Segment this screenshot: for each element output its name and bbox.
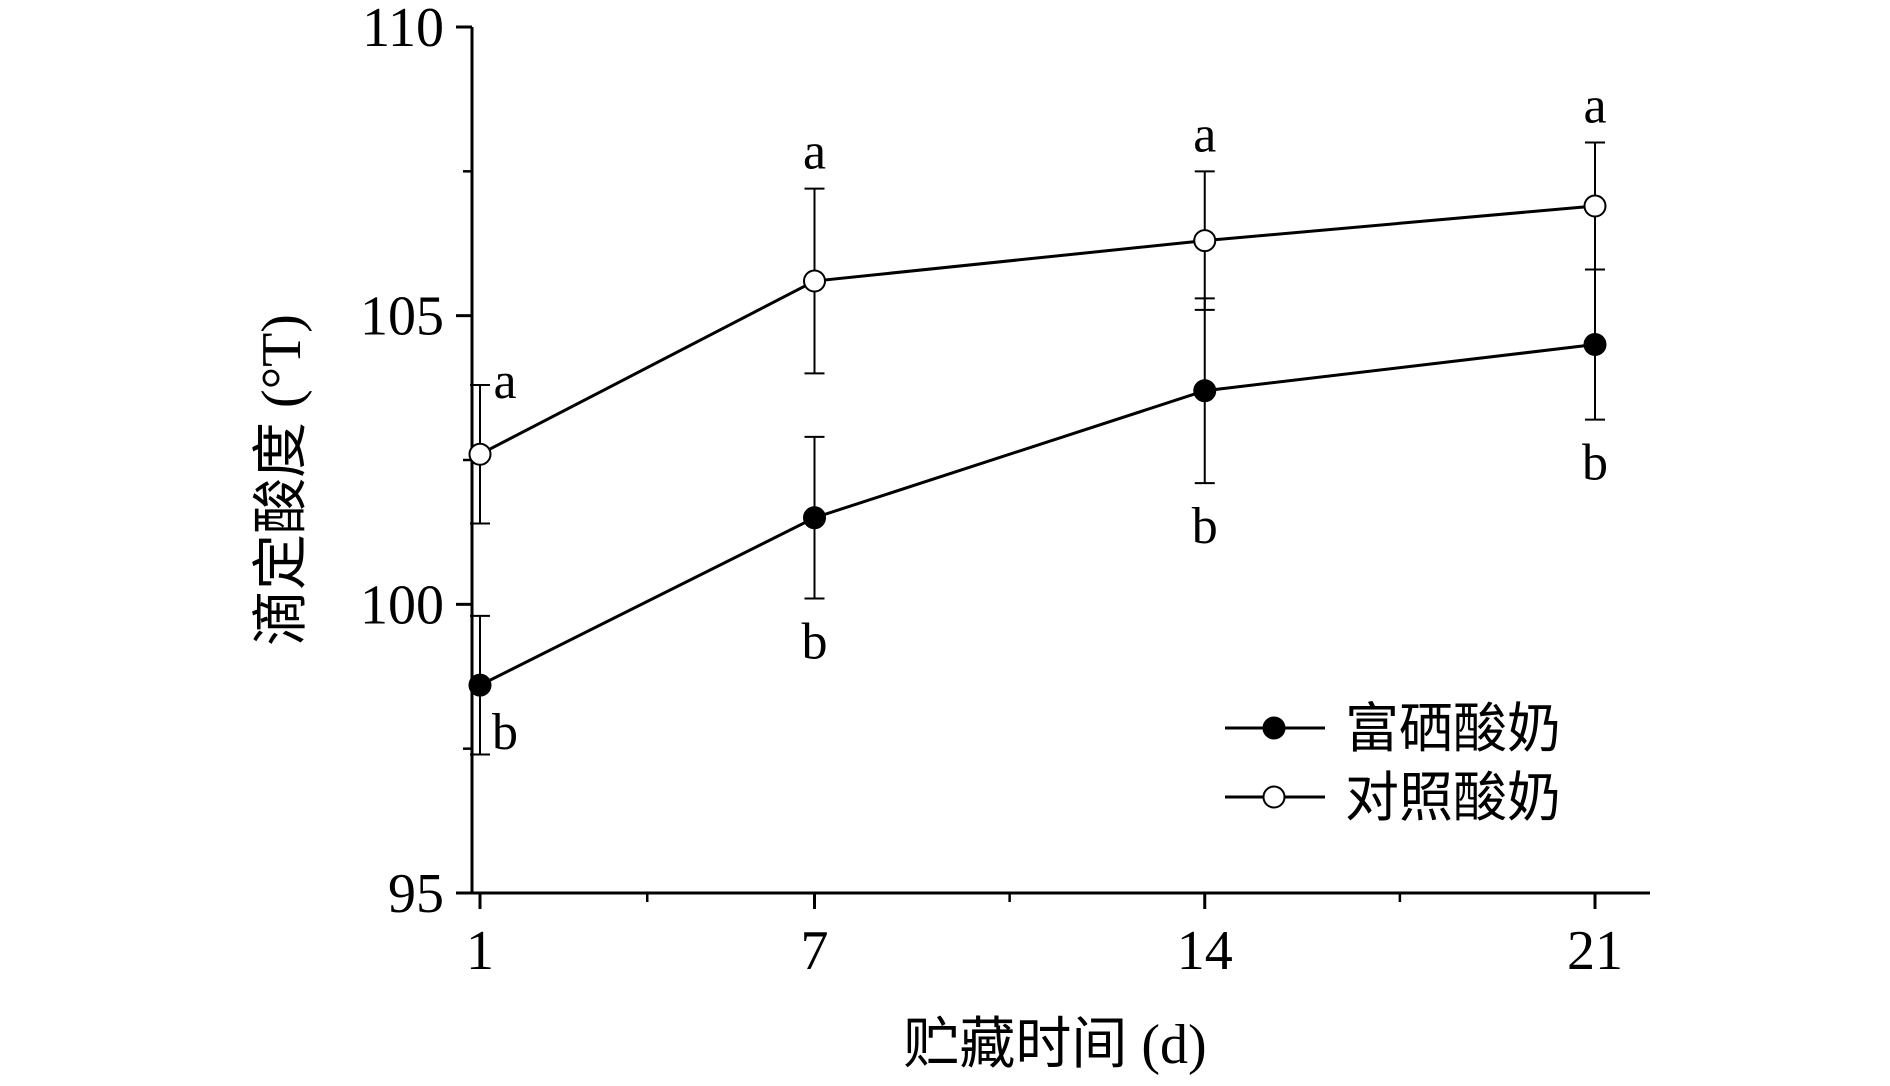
legend-filled-marker	[1262, 716, 1286, 740]
significance-label: b	[1582, 435, 1608, 492]
series-line	[479, 204, 1596, 456]
significance-label: b	[492, 704, 518, 761]
filled-data-point	[1193, 379, 1217, 403]
open-data-point	[468, 442, 492, 466]
x-tick-label: 21	[1567, 920, 1623, 982]
open-data-point	[803, 269, 826, 293]
y-axis-title: 滴定酸度 (°T)	[251, 314, 313, 646]
series-line	[479, 343, 1596, 687]
axes: 95 100 105 110 1 7 14 21	[360, 0, 1650, 982]
series-2	[468, 141, 1607, 525]
significance-label: a	[493, 353, 516, 410]
y-tick-label: 105	[360, 286, 444, 348]
legend-item: 富硒酸奶	[1225, 699, 1561, 759]
legend-label: 富硒酸奶	[1345, 699, 1561, 759]
filled-data-point	[803, 506, 826, 530]
legend-label: 对照酸奶	[1345, 768, 1561, 828]
open-data-point	[1583, 194, 1607, 218]
y-tick-label: 95	[388, 863, 444, 925]
x-tick-label: 14	[1177, 920, 1233, 982]
filled-data-point	[1583, 333, 1607, 357]
legend-open-marker	[1262, 785, 1286, 809]
significance-label: a	[803, 124, 826, 181]
significance-labels: b b b b a a a a	[492, 77, 1608, 761]
open-data-point	[1193, 229, 1217, 253]
x-tick-label: 1	[466, 920, 494, 982]
significance-label: a	[1583, 77, 1606, 134]
series-layer	[468, 141, 1607, 756]
x-tick-label: 7	[801, 920, 829, 982]
filled-data-point	[468, 673, 492, 697]
y-tick-label: 110	[362, 0, 444, 59]
x-axis-title: 贮藏时间 (d)	[903, 1014, 1206, 1076]
y-tick-label: 100	[360, 574, 444, 636]
significance-label: b	[1192, 498, 1218, 555]
significance-label: a	[1193, 106, 1216, 163]
significance-label: b	[802, 614, 828, 671]
legend-item: 对照酸奶	[1225, 768, 1561, 828]
series-1	[468, 268, 1607, 756]
